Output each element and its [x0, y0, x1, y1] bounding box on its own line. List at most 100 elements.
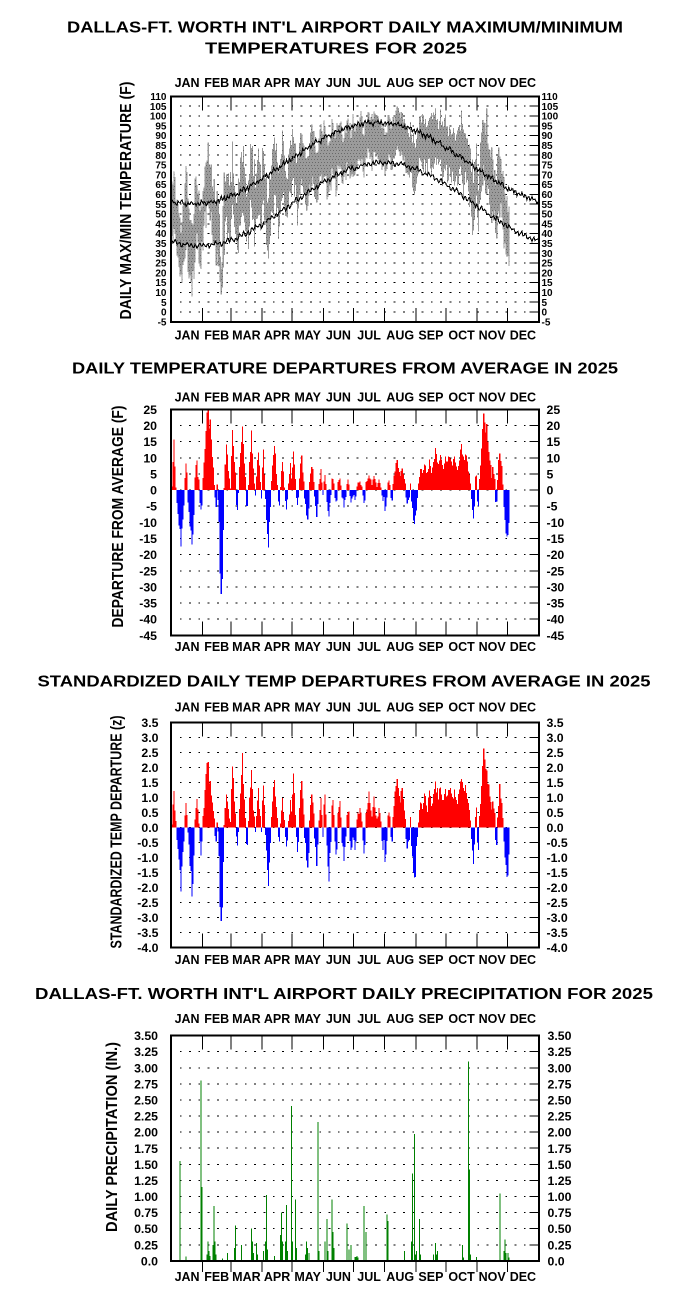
svg-text:MAY: MAY — [294, 391, 321, 405]
svg-text:JUN: JUN — [326, 1012, 351, 1026]
svg-text:OCT: OCT — [448, 1012, 475, 1026]
svg-text:10: 10 — [547, 451, 561, 465]
svg-text:SEP: SEP — [418, 953, 443, 967]
svg-text:25: 25 — [143, 403, 157, 417]
svg-text:5: 5 — [542, 298, 548, 309]
svg-text:-10: -10 — [139, 516, 157, 530]
svg-text:20: 20 — [542, 268, 554, 279]
svg-text:OCT: OCT — [448, 328, 475, 342]
svg-text:FEB: FEB — [204, 640, 229, 654]
svg-text:FEB: FEB — [204, 1012, 229, 1026]
svg-text:2.50: 2.50 — [134, 1094, 158, 1108]
svg-text:80: 80 — [155, 151, 167, 162]
svg-text:APR: APR — [264, 391, 290, 405]
svg-text:SEP: SEP — [418, 640, 443, 654]
svg-text:110: 110 — [542, 92, 559, 103]
svg-text:JUN: JUN — [326, 328, 351, 342]
svg-text:FEB: FEB — [204, 953, 229, 967]
svg-text:-5: -5 — [547, 500, 558, 514]
svg-text:DALLAS-FT. WORTH INT'L AIRPORT: DALLAS-FT. WORTH INT'L AIRPORT DAILY PRE… — [35, 986, 653, 1003]
svg-text:65: 65 — [542, 180, 554, 191]
svg-text:MAY: MAY — [294, 76, 321, 90]
svg-text:0.0: 0.0 — [548, 1254, 565, 1268]
svg-text:AUG: AUG — [386, 1012, 414, 1026]
svg-text:JUL: JUL — [357, 701, 381, 715]
svg-text:SEP: SEP — [418, 76, 443, 90]
svg-text:-1.0: -1.0 — [137, 851, 158, 865]
svg-text:OCT: OCT — [448, 391, 475, 405]
svg-text:1.75: 1.75 — [548, 1142, 572, 1156]
svg-text:DAILY MAX/MIN TEMPERATURE (F): DAILY MAX/MIN TEMPERATURE (F) — [118, 82, 135, 320]
svg-text:MAY: MAY — [294, 701, 321, 715]
svg-text:NOV: NOV — [479, 391, 507, 405]
svg-text:60: 60 — [542, 190, 554, 201]
svg-text:5: 5 — [161, 298, 167, 309]
svg-text:JUL: JUL — [357, 1270, 381, 1284]
svg-text:-4.0: -4.0 — [137, 941, 158, 955]
svg-text:20: 20 — [547, 419, 561, 433]
svg-text:3.25: 3.25 — [548, 1045, 572, 1059]
svg-text:80: 80 — [542, 151, 554, 162]
svg-text:JUL: JUL — [357, 76, 381, 90]
svg-text:SEP: SEP — [418, 1270, 443, 1284]
svg-text:JUL: JUL — [357, 1012, 381, 1026]
svg-text:NOV: NOV — [479, 1270, 507, 1284]
svg-text:0.0: 0.0 — [547, 821, 564, 835]
svg-text:50: 50 — [155, 210, 167, 221]
svg-text:75: 75 — [542, 161, 554, 172]
svg-text:DEC: DEC — [510, 76, 536, 90]
svg-text:MAY: MAY — [294, 953, 321, 967]
svg-text:JAN: JAN — [175, 953, 200, 967]
svg-text:DALLAS-FT. WORTH INT'L AIRPORT: DALLAS-FT. WORTH INT'L AIRPORT DAILY MAX… — [67, 20, 623, 37]
svg-text:-40: -40 — [139, 613, 157, 627]
svg-text:JUN: JUN — [326, 76, 351, 90]
svg-text:-25: -25 — [547, 564, 565, 578]
svg-text:85: 85 — [542, 141, 554, 152]
svg-text:35: 35 — [155, 239, 167, 250]
svg-text:-5: -5 — [158, 317, 167, 328]
svg-text:20: 20 — [155, 268, 167, 279]
svg-text:JUN: JUN — [326, 701, 351, 715]
svg-text:-25: -25 — [139, 564, 157, 578]
svg-text:SEP: SEP — [418, 701, 443, 715]
svg-text:2.50: 2.50 — [548, 1094, 572, 1108]
svg-text:25: 25 — [542, 259, 554, 270]
svg-text:AUG: AUG — [386, 1270, 414, 1284]
svg-text:2.5: 2.5 — [547, 746, 564, 760]
svg-text:0.0: 0.0 — [141, 821, 158, 835]
svg-text:90: 90 — [155, 131, 167, 142]
svg-text:3.0: 3.0 — [547, 731, 564, 745]
svg-text:MAR: MAR — [232, 391, 260, 405]
svg-text:JAN: JAN — [175, 76, 200, 90]
svg-text:-30: -30 — [139, 580, 157, 594]
svg-text:AUG: AUG — [386, 76, 414, 90]
svg-text:JUL: JUL — [357, 640, 381, 654]
svg-text:STANDARDIZED TEMP DEPARTURE (z: STANDARDIZED TEMP DEPARTURE (z) — [109, 716, 126, 949]
svg-text:DEC: DEC — [510, 1270, 536, 1284]
svg-text:FEB: FEB — [204, 391, 229, 405]
svg-text:JAN: JAN — [175, 391, 200, 405]
svg-text:MAR: MAR — [232, 1012, 260, 1026]
svg-text:15: 15 — [155, 278, 167, 289]
svg-text:3.50: 3.50 — [548, 1029, 572, 1043]
svg-text:-40: -40 — [547, 613, 565, 627]
svg-text:-45: -45 — [139, 629, 157, 643]
svg-text:-2.5: -2.5 — [137, 896, 158, 910]
svg-text:-3.0: -3.0 — [547, 911, 568, 925]
svg-text:2.25: 2.25 — [548, 1110, 572, 1124]
svg-text:0.0: 0.0 — [141, 1254, 158, 1268]
svg-text:OCT: OCT — [448, 953, 475, 967]
svg-text:DEPARTURE FROM AVERAGE (F): DEPARTURE FROM AVERAGE (F) — [110, 406, 127, 628]
svg-text:NOV: NOV — [479, 1012, 507, 1026]
svg-text:-35: -35 — [139, 597, 157, 611]
svg-text:0.50: 0.50 — [134, 1222, 158, 1236]
svg-text:15: 15 — [143, 435, 157, 449]
svg-text:2.75: 2.75 — [548, 1077, 572, 1091]
svg-text:-30: -30 — [547, 580, 565, 594]
svg-text:30: 30 — [542, 249, 554, 260]
svg-text:2.0: 2.0 — [547, 761, 564, 775]
svg-text:AUG: AUG — [386, 328, 414, 342]
svg-text:JAN: JAN — [175, 701, 200, 715]
svg-text:-20: -20 — [547, 548, 565, 562]
svg-text:NOV: NOV — [479, 328, 507, 342]
